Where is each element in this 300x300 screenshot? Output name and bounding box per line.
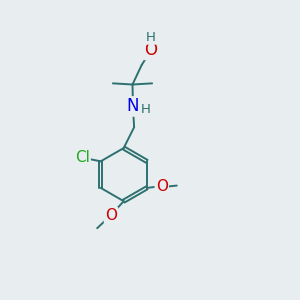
Text: O: O bbox=[145, 41, 158, 59]
Text: H: H bbox=[146, 31, 156, 44]
Text: O: O bbox=[156, 179, 168, 194]
Text: O: O bbox=[105, 208, 117, 223]
Text: Cl: Cl bbox=[75, 150, 90, 165]
Text: H: H bbox=[141, 103, 151, 116]
Text: N: N bbox=[127, 98, 139, 116]
